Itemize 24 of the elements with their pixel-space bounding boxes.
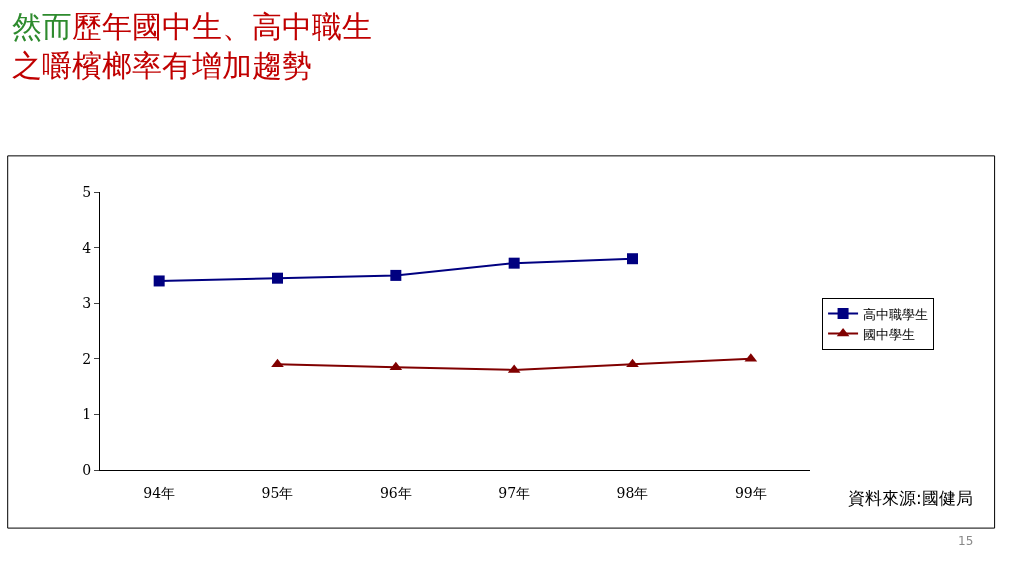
y-tick-label: 0	[82, 461, 92, 478]
x-tick-label: 99年	[734, 484, 767, 501]
chart-title: 然而歷年國中生、高中職生之嚼檳榔率有增加趨勢	[12, 9, 372, 84]
point	[627, 253, 638, 265]
legend-label: 國中學生	[863, 326, 916, 342]
y-tick-label: 1	[82, 406, 92, 423]
x-tick-label: 95年	[261, 484, 294, 501]
point	[153, 275, 165, 287]
x-tick-label: 96年	[379, 484, 412, 501]
y-tick-label: 4	[82, 239, 92, 256]
point	[271, 358, 284, 368]
x-tick-label: 98年	[616, 484, 649, 501]
text: 15	[958, 534, 974, 548]
point	[508, 257, 520, 269]
x-tick-label: 94年	[143, 484, 176, 501]
point	[272, 272, 283, 284]
y-tick-label: 2	[82, 350, 92, 367]
legend-label: 高中職學生	[863, 306, 929, 322]
y-tick-label: 3	[82, 295, 92, 312]
point	[626, 358, 639, 368]
source-note: 資料來源:國健局	[848, 488, 973, 508]
point	[390, 269, 402, 281]
x-tick-label: 97年	[498, 484, 531, 501]
y-tick-label: 5	[82, 183, 92, 200]
